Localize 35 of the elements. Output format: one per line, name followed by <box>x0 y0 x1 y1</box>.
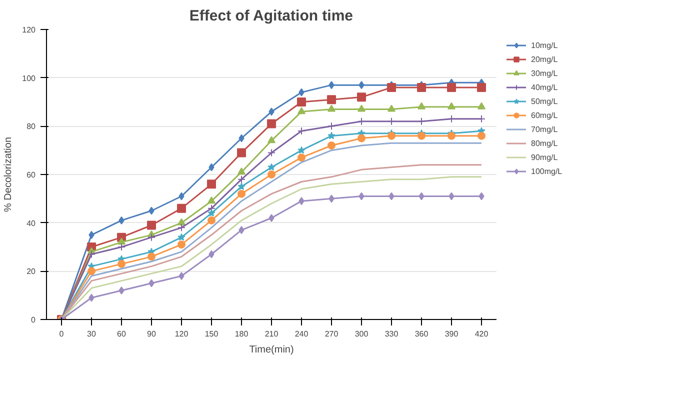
x-tick-label: 360 <box>414 330 429 338</box>
legend-label: 30mg/L <box>531 68 558 79</box>
legend-label: 100mg/L <box>531 166 562 177</box>
legend-label: 90mg/L <box>531 152 558 163</box>
y-tick-label: 120 <box>22 26 36 34</box>
x-tick-label: 90 <box>147 330 156 338</box>
x-tick-label: 210 <box>264 330 279 338</box>
x-tick-label: 0 <box>59 330 64 338</box>
x-tick-label: 240 <box>294 330 309 338</box>
x-tick-label: 150 <box>204 330 219 338</box>
legend-label: 10mg/L <box>531 40 558 51</box>
y-axis-title: % Decolorization <box>3 136 14 212</box>
legend-label: 70mg/L <box>531 124 558 135</box>
legend-label: 80mg/L <box>531 138 558 149</box>
x-tick-label: 60 <box>117 330 126 338</box>
x-tick-label: 420 <box>474 330 489 338</box>
legend-label: 50mg/L <box>531 96 558 107</box>
y-tick-label: 0 <box>31 316 36 324</box>
x-tick-label: 300 <box>354 330 369 338</box>
x-tick-label: 120 <box>174 330 189 338</box>
y-tick-label: 60 <box>26 170 36 180</box>
y-tick-label: 100 <box>22 74 36 83</box>
y-tick-label: 20 <box>26 267 36 276</box>
legend-label: 20mg/L <box>531 54 558 65</box>
legend-label: 60mg/L <box>531 110 558 121</box>
x-tick-label: 330 <box>384 330 399 338</box>
x-tick-label: 390 <box>444 330 459 338</box>
x-axis-title: Time(min) <box>249 344 294 356</box>
x-tick-label: 180 <box>234 330 249 338</box>
chart-title: Effect of Agitation time <box>189 8 354 24</box>
x-tick-label: 270 <box>324 330 339 338</box>
x-tick-label: 30 <box>87 330 96 338</box>
y-tick-label: 80 <box>26 122 36 132</box>
y-tick-label: 40 <box>26 218 36 228</box>
legend-label: 40mg/L <box>531 82 558 93</box>
